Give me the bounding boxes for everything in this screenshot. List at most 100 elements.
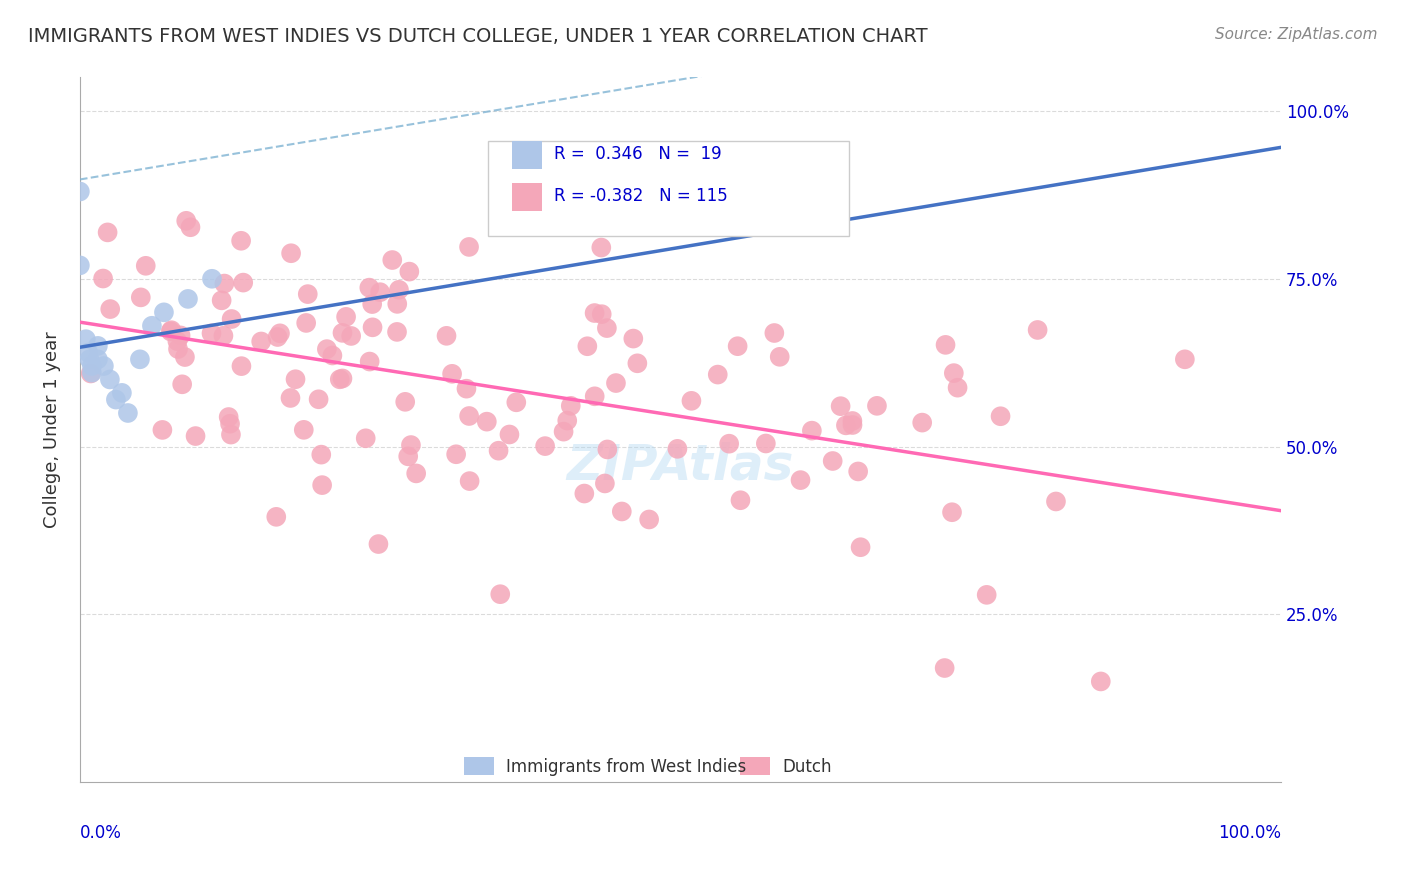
Point <box>498 427 520 442</box>
Point <box>292 423 315 437</box>
Point <box>534 439 557 453</box>
Point <box>340 329 363 343</box>
Point <box>250 334 273 349</box>
Point <box>308 392 330 407</box>
Point <box>93 359 115 373</box>
Point <box>359 354 381 368</box>
Point <box>505 395 527 409</box>
Point <box>91 271 114 285</box>
Point <box>596 442 619 457</box>
Point <box>69 258 91 272</box>
Point <box>80 359 103 373</box>
Point <box>821 454 844 468</box>
Point <box>990 409 1012 424</box>
Point <box>458 474 481 488</box>
Point <box>135 259 157 273</box>
FancyBboxPatch shape <box>464 757 495 775</box>
Point <box>201 272 224 286</box>
Point <box>398 265 420 279</box>
Point <box>367 537 389 551</box>
Point <box>309 448 332 462</box>
Point <box>117 406 139 420</box>
Point <box>560 399 582 413</box>
Point <box>80 367 103 381</box>
Point <box>177 292 200 306</box>
Point <box>295 316 318 330</box>
Point <box>280 246 302 260</box>
Point <box>69 185 91 199</box>
Point <box>87 339 110 353</box>
Point <box>212 328 235 343</box>
Point <box>159 325 181 339</box>
Point <box>591 241 613 255</box>
Point <box>489 587 512 601</box>
Point <box>574 486 596 500</box>
Point <box>218 410 240 425</box>
Point <box>361 320 384 334</box>
Point <box>214 277 236 291</box>
Point <box>153 305 176 319</box>
Text: 100.0%: 100.0% <box>1218 824 1281 842</box>
Point <box>583 389 606 403</box>
Point <box>830 399 852 413</box>
Point <box>841 417 863 432</box>
Point <box>681 393 703 408</box>
Point <box>610 504 633 518</box>
Point <box>866 399 889 413</box>
Point <box>98 372 121 386</box>
Point <box>169 328 191 343</box>
Point <box>129 352 152 367</box>
Point <box>458 409 481 423</box>
Point <box>593 476 616 491</box>
Text: Source: ZipAtlas.com: Source: ZipAtlas.com <box>1215 27 1378 42</box>
Text: R =  0.346   N =  19: R = 0.346 N = 19 <box>554 145 721 162</box>
Point <box>229 234 252 248</box>
Point <box>335 310 357 324</box>
Point <box>1045 494 1067 508</box>
Point <box>576 339 599 353</box>
Point <box>231 359 253 373</box>
Point <box>385 325 408 339</box>
Point <box>329 372 352 386</box>
Point <box>941 505 963 519</box>
Point <box>359 280 381 294</box>
Point <box>284 372 307 386</box>
Point <box>626 356 648 370</box>
Point <box>942 366 965 380</box>
Point <box>730 493 752 508</box>
Point <box>160 323 183 337</box>
Point <box>266 330 288 344</box>
Point <box>297 287 319 301</box>
Point <box>152 423 174 437</box>
Point <box>555 414 578 428</box>
Point <box>638 512 661 526</box>
Point <box>79 352 101 367</box>
Point <box>394 394 416 409</box>
FancyBboxPatch shape <box>512 183 543 211</box>
Text: Dutch: Dutch <box>783 757 832 776</box>
Point <box>396 450 419 464</box>
Point <box>605 376 627 390</box>
Point <box>789 473 811 487</box>
Y-axis label: College, Under 1 year: College, Under 1 year <box>44 332 60 528</box>
Point <box>174 214 197 228</box>
Point <box>321 349 343 363</box>
Point <box>315 342 337 356</box>
Text: 0.0%: 0.0% <box>80 824 122 842</box>
Point <box>332 371 354 385</box>
Point <box>846 465 869 479</box>
Point <box>405 467 427 481</box>
FancyBboxPatch shape <box>741 757 770 775</box>
Point <box>946 381 969 395</box>
Point <box>849 540 872 554</box>
Point <box>98 302 121 317</box>
Point <box>621 332 644 346</box>
Point <box>219 427 242 442</box>
Point <box>354 431 377 445</box>
Point <box>763 326 786 340</box>
Point <box>129 290 152 304</box>
Point <box>841 414 863 428</box>
Point <box>381 253 404 268</box>
Point <box>77 345 100 359</box>
Point <box>184 429 207 443</box>
